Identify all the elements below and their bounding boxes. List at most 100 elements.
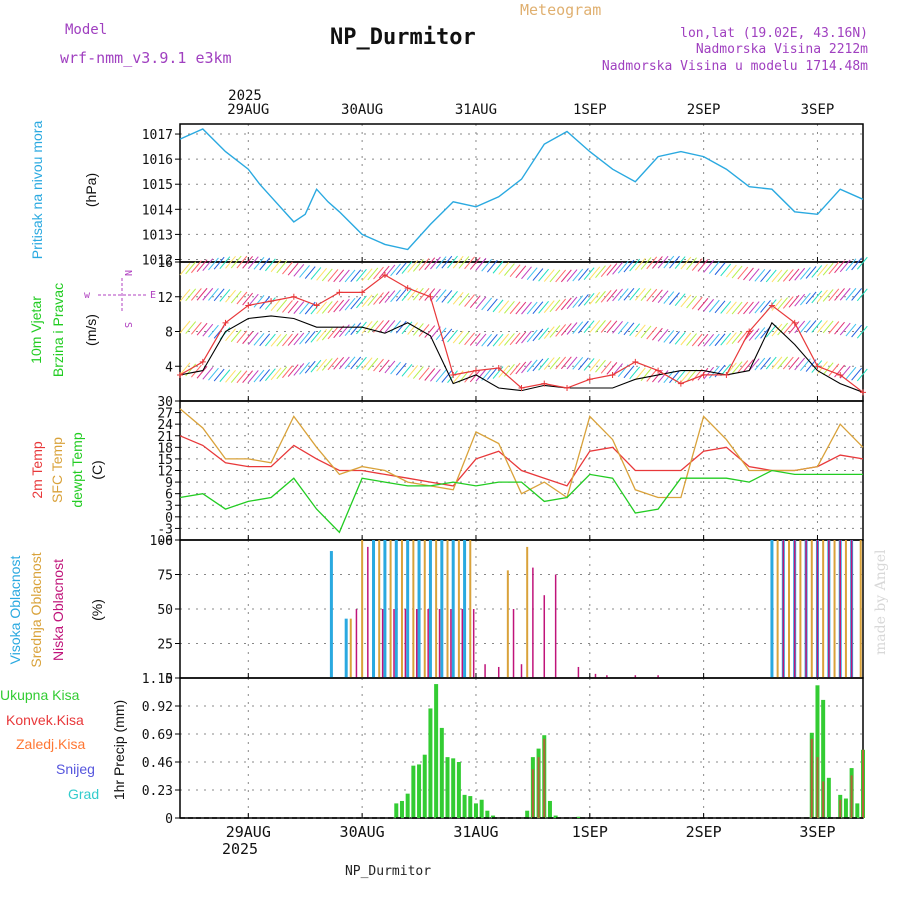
wind-barb (435, 289, 447, 302)
precip-bar (815, 685, 820, 818)
wind-barb (464, 294, 475, 307)
temp-series-line (179, 469, 863, 534)
gust-marker (609, 371, 616, 378)
cloud-bar (461, 609, 464, 678)
wind-barb (390, 289, 401, 303)
wind-barb (629, 366, 641, 380)
wind-barb (282, 365, 293, 379)
gust-marker (290, 293, 297, 300)
wind-ylabel: (m/s) (83, 314, 99, 346)
wind-barb (680, 256, 692, 270)
wind-barb (629, 323, 641, 337)
wind-barb (367, 293, 379, 306)
wind-barb (287, 300, 299, 314)
wind-barb (276, 333, 288, 347)
top-date-label: 1SEP (573, 102, 607, 118)
cloud-bar (788, 540, 791, 678)
temp-series-line (179, 408, 864, 499)
wind-barb (475, 368, 487, 382)
wind-barb (788, 294, 800, 308)
wind-barb (686, 295, 697, 309)
wind-barb (669, 331, 680, 344)
wind-barb (509, 362, 521, 376)
wind-barb (828, 261, 840, 275)
wind-barb (549, 325, 561, 338)
legend-hail: Grad (68, 786, 99, 802)
wind-barb (583, 358, 595, 371)
precip-bar (531, 769, 534, 818)
wind-barb (714, 262, 726, 276)
wind-barb (606, 263, 618, 276)
wind-barb (452, 255, 464, 269)
wind-barb (617, 321, 629, 335)
cloud-bar (389, 540, 392, 678)
gust-marker (450, 371, 457, 378)
wind-barb (572, 356, 584, 370)
wind-barb (572, 268, 584, 282)
bottom-date-label: 2SEP (686, 823, 722, 841)
cloud-bar (506, 570, 509, 678)
cloud-bar (606, 675, 608, 678)
wind-barb (674, 331, 686, 345)
wind-barb (629, 258, 641, 272)
wind-barb (242, 255, 253, 269)
gust-marker (404, 285, 411, 292)
cloud-bar (850, 540, 853, 678)
wind-barb (441, 328, 453, 342)
wind-barb (663, 330, 675, 343)
wind-barb (424, 325, 436, 338)
cloud-bar (451, 540, 455, 678)
wind-barb (708, 261, 720, 274)
wind-barb (367, 357, 379, 371)
wind-barb (498, 262, 510, 275)
wind-barb (731, 265, 743, 279)
wind-barb (731, 361, 743, 374)
wind-barb (748, 301, 760, 314)
wind-barb (378, 359, 390, 373)
precip-bar (485, 810, 490, 818)
gust-marker (723, 371, 730, 378)
wind-barb (264, 297, 276, 310)
wind-barb (652, 256, 663, 269)
precip-bar (553, 815, 558, 818)
precip-bar (525, 810, 530, 818)
y-tick-label: 0 (165, 812, 173, 827)
wind-barb (367, 320, 379, 334)
cloud-bar (438, 609, 441, 678)
wind-barb (851, 288, 863, 301)
wind-barb (805, 320, 817, 333)
cloud-ylabel: (%) (89, 599, 105, 621)
cloud-bar (372, 540, 376, 678)
precip-bar (468, 796, 473, 818)
cloud-high-label: Visoka Oblacnost (7, 556, 23, 665)
cloud-bar (520, 664, 523, 678)
wind-barb (504, 263, 515, 276)
wind-barb (856, 256, 868, 270)
wind-barb (230, 329, 242, 343)
wind-barb (452, 370, 464, 384)
precip-legend: Ukupna Kisa Konvek.Kisa Zaledj.Kisa Snij… (0, 687, 99, 802)
wind-barb (412, 259, 424, 272)
wind-barb (430, 256, 441, 270)
precip-bar (843, 798, 848, 818)
wind-barb (208, 367, 219, 381)
wind-barb (247, 293, 259, 307)
cloud-bar (594, 673, 597, 678)
wind-barb (270, 333, 282, 347)
y-tick-label: 0 (165, 672, 173, 687)
wind-barb (253, 369, 265, 383)
precip-bar (445, 757, 450, 818)
cloud-bar (344, 618, 348, 678)
wind-barb (674, 256, 686, 269)
precip-bar (422, 754, 427, 818)
wind-barb (583, 267, 595, 281)
footer-station: NP_Durmitor (345, 864, 431, 879)
gust-marker (472, 367, 479, 374)
wind-barb (686, 257, 697, 271)
wind-barb (674, 370, 686, 383)
wind-barb (452, 330, 464, 344)
wind-barb (486, 333, 498, 347)
wind-barb (373, 266, 384, 280)
wind-barb (407, 322, 419, 335)
wind-barb (481, 368, 493, 381)
